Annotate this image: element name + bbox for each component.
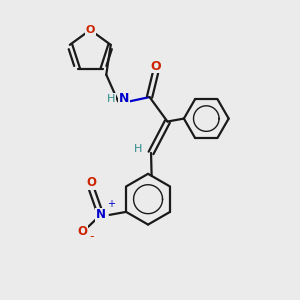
Text: N: N xyxy=(96,208,106,221)
Text: +: + xyxy=(107,200,115,209)
Text: O: O xyxy=(87,176,97,189)
Text: O: O xyxy=(85,25,95,35)
Text: O: O xyxy=(150,59,161,73)
Text: -: - xyxy=(90,230,94,243)
Text: H: H xyxy=(134,144,143,154)
Text: H: H xyxy=(106,94,115,103)
Text: N: N xyxy=(119,92,129,105)
Text: O: O xyxy=(77,225,87,238)
